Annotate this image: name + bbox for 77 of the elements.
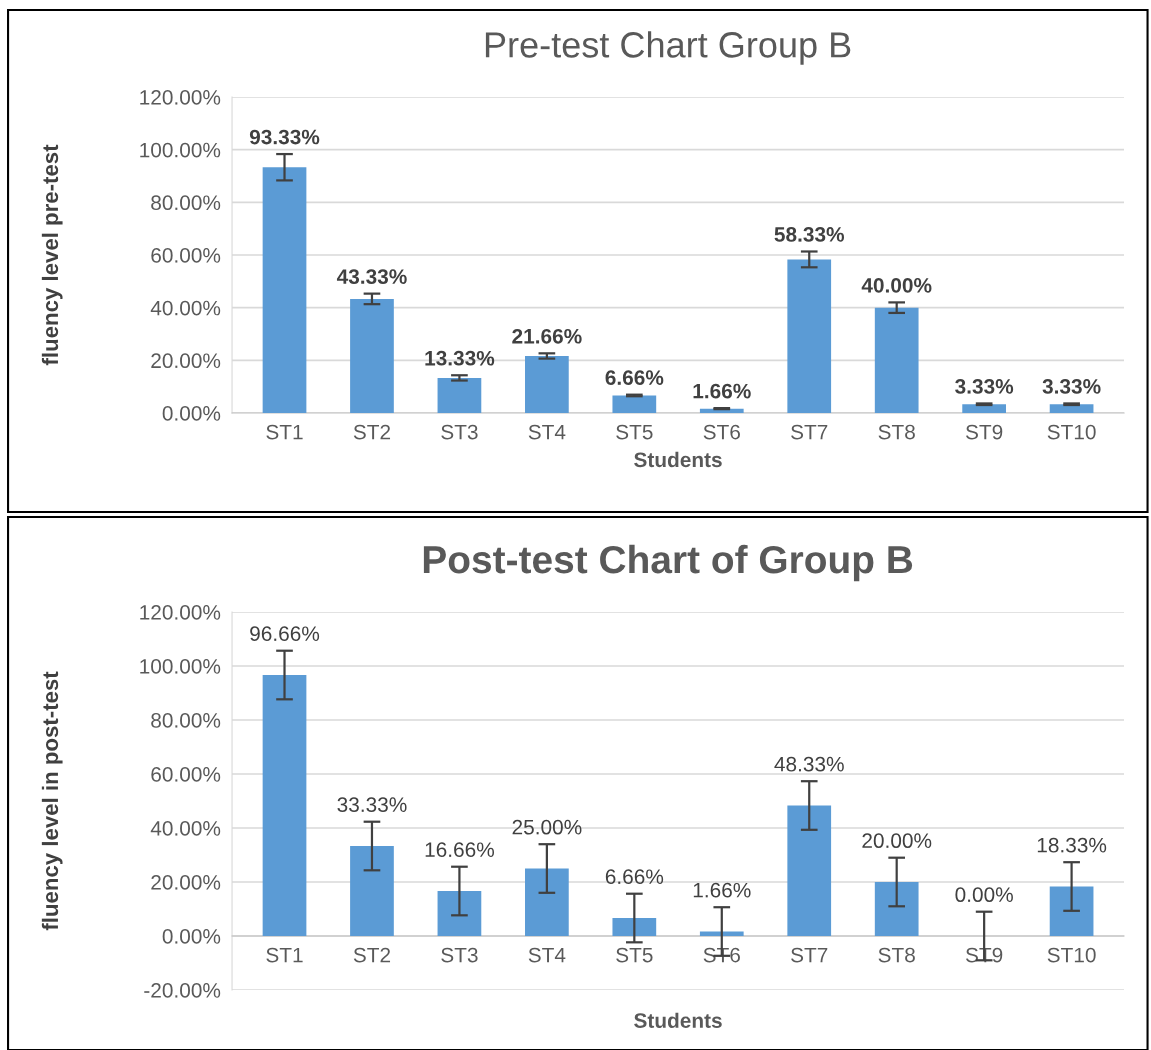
x-tick-label: ST7 (791, 947, 828, 963)
x-tick-label: ST4 (528, 947, 566, 963)
x-tick-label: ST5 (616, 424, 653, 440)
chart-title: Pre-test Chart Group B (485, 31, 851, 65)
bar (262, 167, 307, 413)
bar (262, 675, 307, 936)
y-tick-label: 80.00% (151, 713, 221, 728)
data-label: 20.00% (862, 833, 932, 849)
y-tick-label: 40.00% (150, 300, 221, 316)
x-tick-label: ST6 (703, 424, 740, 440)
y-tick-label: 100.00% (140, 659, 221, 674)
x-tick-label: ST3 (441, 947, 478, 963)
data-label: 93.33% (249, 129, 320, 145)
x-axis-title: Students (634, 451, 722, 468)
y-tick-label: 20.00% (151, 353, 221, 369)
data-label: 96.66% (250, 626, 320, 642)
y-axis-title: fluency level in post-test (41, 671, 63, 931)
x-tick-label: ST8 (878, 424, 915, 440)
data-label: 18.33% (1037, 837, 1107, 853)
x-tick-label: ST1 (266, 947, 303, 963)
y-tick-label: 120.00% (140, 90, 221, 105)
bar (874, 307, 919, 413)
data-label: 3.33% (955, 379, 1014, 394)
x-tick-label: ST9 (965, 424, 1003, 440)
bar (350, 298, 394, 413)
bar (787, 805, 832, 936)
bar (1049, 886, 1094, 936)
bar (612, 918, 657, 936)
bar (525, 355, 569, 413)
bar (525, 868, 569, 936)
bar (962, 404, 1006, 413)
x-tick-label: ST3 (441, 424, 478, 440)
y-tick-label: 0.00% (162, 929, 221, 944)
data-label: 43.33% (336, 269, 407, 284)
y-tick-label: 20.00% (151, 875, 221, 890)
y-tick-label: 0.00% (162, 406, 221, 421)
data-label: 6.66% (605, 869, 664, 885)
data-label: 1.66% (693, 882, 751, 898)
y-tick-label: 80.00% (151, 195, 221, 211)
x-tick-label: ST7 (791, 424, 828, 440)
data-label: 40.00% (861, 277, 932, 293)
x-tick-label: ST2 (353, 947, 391, 963)
y-tick-label: 60.00% (151, 248, 221, 263)
x-tick-label: ST6 (703, 947, 740, 963)
data-label: 58.33% (774, 227, 845, 242)
x-tick-label: ST5 (616, 947, 653, 963)
data-label: 21.66% (512, 328, 582, 344)
data-label: 48.33% (774, 756, 844, 772)
bar (350, 846, 394, 936)
x-axis-title: Students (634, 1012, 722, 1028)
bar (1049, 404, 1094, 413)
x-tick-label: ST1 (266, 424, 303, 440)
x-tick-label: ST2 (353, 424, 391, 440)
y-tick-label: 60.00% (151, 767, 221, 782)
chart-title: Post-test Chart of Group B (423, 544, 913, 582)
x-tick-label: ST8 (878, 947, 915, 963)
bar (437, 891, 482, 936)
data-label: 25.00% (512, 819, 582, 835)
y-axis-title: fluency level pre-test (41, 144, 63, 366)
data-label: 33.33% (337, 797, 407, 813)
bar (437, 377, 482, 413)
bar (612, 395, 657, 413)
data-label: 1.66% (693, 383, 751, 399)
y-tick-label: 100.00% (140, 142, 221, 158)
x-tick-label: ST4 (528, 424, 566, 440)
data-label: 6.66% (605, 370, 664, 385)
y-tick-label: 120.00% (140, 605, 221, 620)
data-label: 3.33% (1042, 379, 1101, 394)
bar (787, 259, 832, 413)
y-tick-label: 40.00% (150, 821, 221, 836)
data-label: 13.33% (425, 350, 495, 366)
data-label: 16.66% (425, 842, 495, 858)
y-tick-label: -20.00% (144, 983, 221, 998)
x-tick-label: ST10 (1047, 424, 1096, 440)
data-label: 0.00% (955, 887, 1013, 903)
bar (874, 882, 919, 936)
x-tick-label: ST10 (1047, 947, 1096, 963)
